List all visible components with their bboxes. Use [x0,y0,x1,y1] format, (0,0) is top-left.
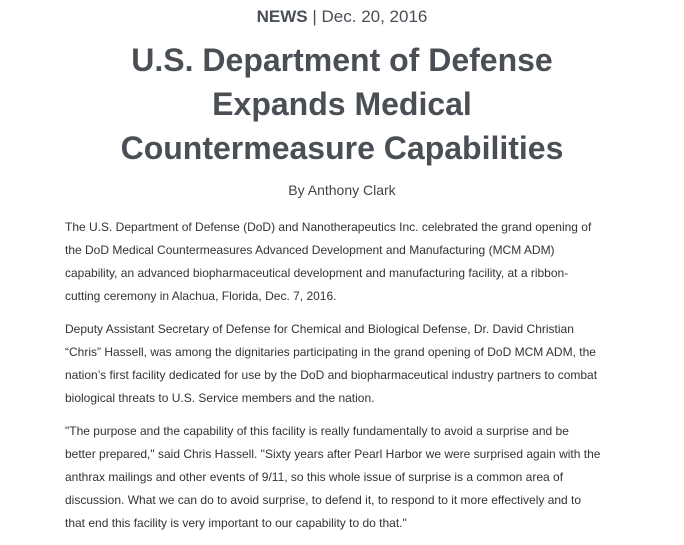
text-line: capability, an advanced biopharmaceutica… [65,266,569,280]
article-meta: NEWS | Dec. 20, 2016 [0,6,684,28]
title-line: Countermeasure Capabilities [120,130,564,166]
category-label: NEWS [256,7,308,26]
paragraph: The U.S. Department of Defense (DoD) and… [65,216,684,308]
text-line: biological threats to U.S. Service membe… [65,391,375,405]
text-line: better prepared," said Chris Hassell. "S… [65,447,601,461]
text-line: discussion. What we can do to avoid surp… [65,493,582,507]
text-line: The U.S. Department of Defense (DoD) and… [65,220,592,234]
text-line: Deputy Assistant Secretary of Defense fo… [65,322,574,336]
publish-date: Dec. 20, 2016 [321,7,428,26]
text-line: anthrax mailings and other events of 9/1… [65,470,564,484]
title-line: Expands Medical [212,86,472,122]
text-line: “Chris” Hassell, was among the dignitari… [65,345,596,359]
paragraph: "The purpose and the capability of this … [65,420,684,535]
page-title: U.S. Department of Defense Expands Medic… [0,38,684,170]
text-line: that end this facility is very important… [65,516,407,530]
article-body: The U.S. Department of Defense (DoD) and… [65,216,684,545]
paragraph: Deputy Assistant Secretary of Defense fo… [65,318,684,410]
text-line: the DoD Medical Countermeasures Advanced… [65,243,555,257]
text-line: "The purpose and the capability of this … [65,424,569,438]
title-line: U.S. Department of Defense [131,42,553,78]
byline: By Anthony Clark [288,182,396,198]
separator: | [312,7,317,26]
text-line: nation’s first facility dedicated for us… [65,368,598,382]
text-line: cutting ceremony in Alachua, Florida, De… [65,289,337,303]
